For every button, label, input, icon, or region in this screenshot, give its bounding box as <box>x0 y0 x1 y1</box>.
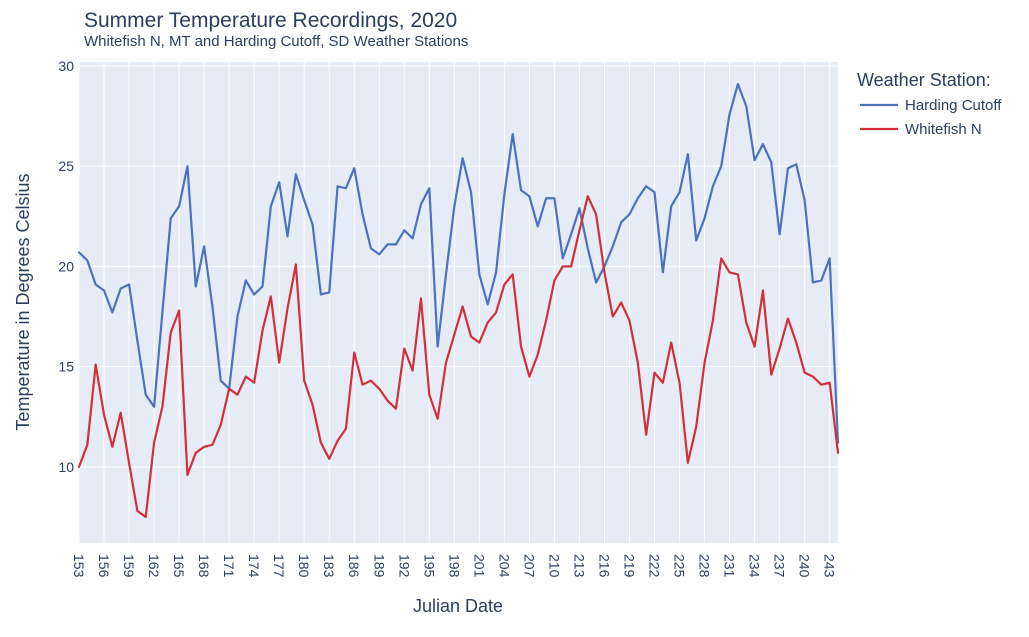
series-lines <box>77 82 840 519</box>
x-tick-label: 198 <box>446 554 462 578</box>
x-axis-ticks: 153 156 159 162 165 168 171 174 177 180 183 186 189 1… <box>71 554 838 578</box>
legend-label-harding-cutoff: Harding Cutoff <box>905 97 1002 114</box>
x-tick-label: 174 <box>246 554 262 578</box>
legend: Weather Station: Harding Cutoff Whitefish… <box>857 70 1002 138</box>
x-tick-label: 189 <box>371 554 387 578</box>
x-tick-label: 225 <box>672 554 688 578</box>
x-tick-label: 240 <box>797 554 813 578</box>
y-tick-label: 15 <box>58 359 74 375</box>
x-tick-label: 159 <box>121 554 137 578</box>
series-line-whitefish-n <box>77 195 840 519</box>
y-tick-label: 10 <box>58 459 74 475</box>
x-tick-label: 156 <box>96 554 112 578</box>
x-tick-label: 201 <box>471 554 487 578</box>
x-tick-label: 168 <box>196 554 212 578</box>
x-tick-label: 204 <box>496 554 512 578</box>
x-tick-label: 222 <box>647 554 663 578</box>
x-tick-label: 216 <box>596 554 612 578</box>
x-tick-label: 213 <box>571 554 587 578</box>
x-tick-label: 180 <box>296 554 312 578</box>
x-axis-title: Julian Date <box>413 596 503 616</box>
y-axis-title: Temperature in Degrees Celsius <box>13 173 33 430</box>
x-tick-label: 183 <box>321 554 337 578</box>
x-tick-label: 207 <box>521 554 537 578</box>
x-tick-label: 219 <box>621 554 637 578</box>
series-line-harding-cutoff <box>77 82 840 444</box>
chart-subtitle: Whitefish N, MT and Harding Cutoff, SD W… <box>84 33 468 50</box>
x-tick-label: 228 <box>697 554 713 578</box>
x-tick-label: 195 <box>421 554 437 578</box>
y-tick-label: 20 <box>58 258 74 274</box>
x-tick-label: 231 <box>722 554 738 578</box>
x-tick-label: 234 <box>747 554 763 578</box>
legend-label-whitefish-n: Whitefish N <box>905 121 982 138</box>
x-tick-label: 177 <box>271 554 287 578</box>
legend-items: Harding Cutoff Whitefish N <box>860 97 1002 138</box>
x-tick-label: 243 <box>822 554 838 578</box>
x-tick-label: 165 <box>171 554 187 578</box>
x-tick-label: 162 <box>146 554 162 578</box>
x-tick-label: 171 <box>221 554 237 578</box>
y-tick-label: 30 <box>58 58 74 74</box>
y-axis-ticks: 10 15 20 25 30 <box>58 58 74 475</box>
x-tick-label: 237 <box>772 554 788 578</box>
chart-title: Summer Temperature Recordings, 2020 <box>84 9 457 32</box>
x-tick-label: 192 <box>396 554 412 578</box>
y-tick-label: 25 <box>58 158 74 174</box>
legend-title: Weather Station: <box>857 70 991 90</box>
x-tick-label: 210 <box>546 554 562 578</box>
plot-area <box>79 62 838 543</box>
x-tick-label: 153 <box>71 554 87 578</box>
grid-lines <box>78 62 838 543</box>
x-tick-label: 186 <box>346 554 362 578</box>
